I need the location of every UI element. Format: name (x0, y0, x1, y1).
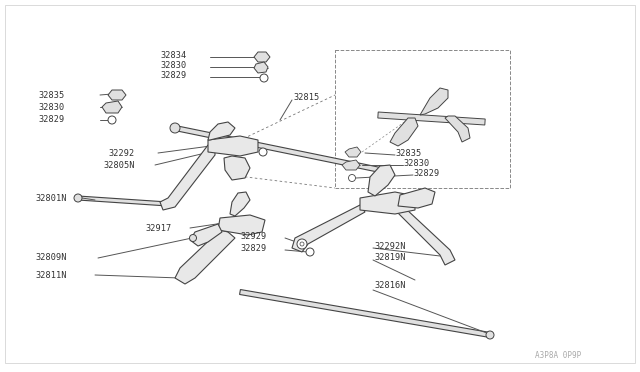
Text: 32829: 32829 (38, 115, 64, 124)
Circle shape (259, 148, 267, 156)
Polygon shape (342, 160, 360, 170)
Polygon shape (254, 52, 270, 62)
Polygon shape (445, 116, 470, 142)
Circle shape (108, 116, 116, 124)
Text: 32809N: 32809N (35, 253, 67, 263)
Polygon shape (102, 101, 122, 113)
Polygon shape (254, 62, 268, 73)
Text: 32801N: 32801N (35, 193, 67, 202)
Polygon shape (230, 192, 250, 216)
Polygon shape (108, 90, 126, 100)
Polygon shape (390, 118, 418, 146)
Text: 32830: 32830 (38, 103, 64, 112)
Text: 32829: 32829 (413, 169, 439, 177)
Polygon shape (208, 122, 235, 140)
Circle shape (300, 242, 304, 246)
Text: 32811N: 32811N (35, 270, 67, 279)
Circle shape (486, 331, 494, 339)
Text: 32835: 32835 (38, 90, 64, 99)
Circle shape (260, 74, 268, 82)
Text: 32815: 32815 (293, 93, 319, 102)
Polygon shape (224, 156, 250, 180)
Polygon shape (420, 88, 448, 115)
Text: 32829: 32829 (240, 244, 266, 253)
Text: 32292: 32292 (108, 148, 134, 157)
Text: 32830: 32830 (403, 158, 429, 167)
Polygon shape (239, 289, 490, 337)
Polygon shape (218, 215, 265, 235)
Polygon shape (378, 112, 485, 125)
Polygon shape (395, 202, 455, 265)
Text: 32816N: 32816N (374, 282, 406, 291)
Text: 32834: 32834 (160, 51, 186, 60)
Text: A3P8A 0P9P: A3P8A 0P9P (535, 352, 581, 360)
Circle shape (170, 123, 180, 133)
Text: 32819N: 32819N (374, 253, 406, 263)
Text: 32829: 32829 (160, 71, 186, 80)
Polygon shape (78, 196, 168, 206)
Circle shape (306, 248, 314, 256)
Text: 32835: 32835 (395, 148, 421, 157)
Polygon shape (175, 230, 235, 284)
Polygon shape (160, 145, 215, 210)
Circle shape (297, 239, 307, 249)
Circle shape (189, 234, 196, 241)
Polygon shape (398, 188, 435, 208)
Polygon shape (345, 147, 361, 157)
Polygon shape (208, 136, 258, 156)
Polygon shape (292, 205, 365, 252)
Polygon shape (360, 192, 415, 214)
Circle shape (74, 194, 82, 202)
Text: 32917: 32917 (145, 224, 172, 232)
Text: 32830: 32830 (160, 61, 186, 70)
Text: 32929: 32929 (240, 231, 266, 241)
Text: 32292N: 32292N (374, 241, 406, 250)
Polygon shape (368, 165, 395, 196)
Bar (335, 50, 510, 188)
Polygon shape (175, 126, 390, 174)
Circle shape (349, 174, 355, 182)
Polygon shape (190, 224, 222, 246)
Text: 32805N: 32805N (103, 160, 134, 170)
